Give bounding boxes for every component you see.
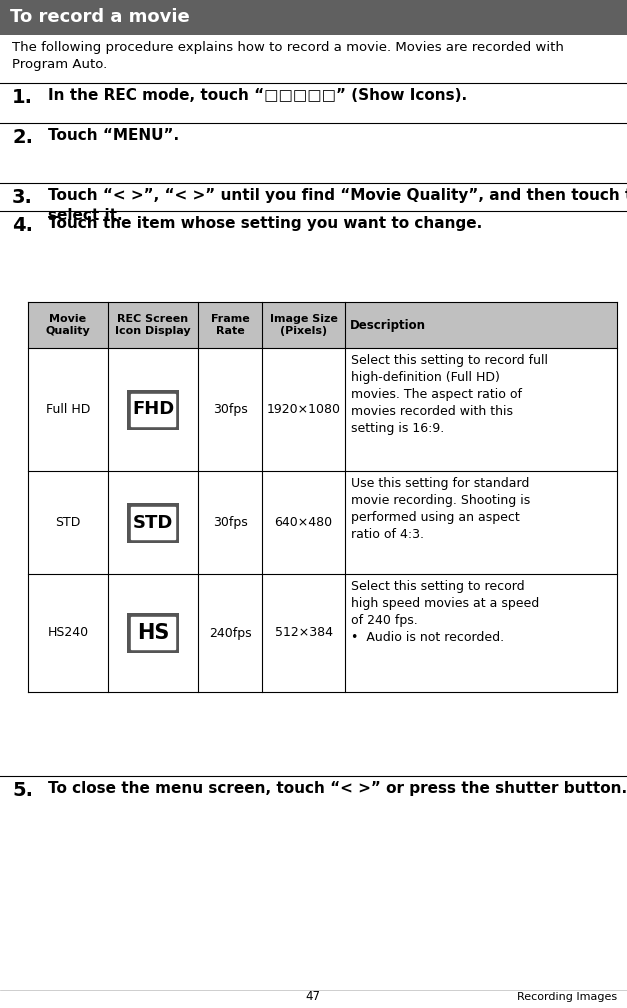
Text: HS: HS [137,623,169,643]
Bar [127,389,179,429]
Text: STD: STD [133,513,173,531]
Text: To close the menu screen, touch “< >” or press the shutter button.: To close the menu screen, touch “< >” or… [48,781,627,796]
Text: Full HD: Full HD [46,403,90,416]
Text: FHD: FHD [132,400,174,418]
Text: Description: Description [350,319,426,332]
Bar [28,302,617,348]
Text: 1.: 1. [12,88,33,107]
Text: 2.: 2. [12,128,33,147]
Text: 4.: 4. [12,216,33,235]
Text: 30fps: 30fps [213,516,248,529]
Bar [127,613,179,653]
Text: Movie
Quality: Movie Quality [46,313,90,337]
Text: To record a movie: To record a movie [10,8,190,26]
Bar [131,393,175,425]
Text: Recording Images: Recording Images [517,992,617,1002]
Text: 5.: 5. [12,781,33,800]
Text: 3.: 3. [12,188,33,207]
Text: REC Screen
Icon Display: REC Screen Icon Display [115,313,191,337]
Bar [131,506,175,538]
Text: Touch the item whose setting you want to change.: Touch the item whose setting you want to… [48,216,482,231]
Text: STD: STD [55,516,81,529]
Text: In the REC mode, touch “□□□□□” (Show Icons).: In the REC mode, touch “□□□□□” (Show Ico… [48,88,467,103]
Text: 1920×1080: 1920×1080 [266,403,340,416]
Text: 47: 47 [305,991,320,1004]
Text: 240fps: 240fps [209,627,251,639]
Text: 30fps: 30fps [213,403,248,416]
Text: Select this setting to record
high speed movies at a speed
of 240 fps.
•  Audio : Select this setting to record high speed… [351,580,539,644]
Text: Use this setting for standard
movie recording. Shooting is
performed using an as: Use this setting for standard movie reco… [351,477,530,541]
Text: Touch “< >”, “< >” until you find “Movie Quality”, and then touch to
select it.: Touch “< >”, “< >” until you find “Movie… [48,188,627,223]
Text: Select this setting to record full
high-definition (Full HD)
movies. The aspect : Select this setting to record full high-… [351,354,548,435]
Text: Image Size
(Pixels): Image Size (Pixels) [270,313,337,337]
Text: 640×480: 640×480 [275,516,332,529]
Text: Touch “MENU”.: Touch “MENU”. [48,128,179,143]
Text: HS240: HS240 [48,627,88,639]
Bar [0,0,627,35]
Text: The following procedure explains how to record a movie. Movies are recorded with: The following procedure explains how to … [12,41,564,71]
Bar [131,617,175,649]
Bar [127,503,179,542]
Text: Frame
Rate: Frame Rate [211,313,250,337]
Text: 512×384: 512×384 [275,627,332,639]
